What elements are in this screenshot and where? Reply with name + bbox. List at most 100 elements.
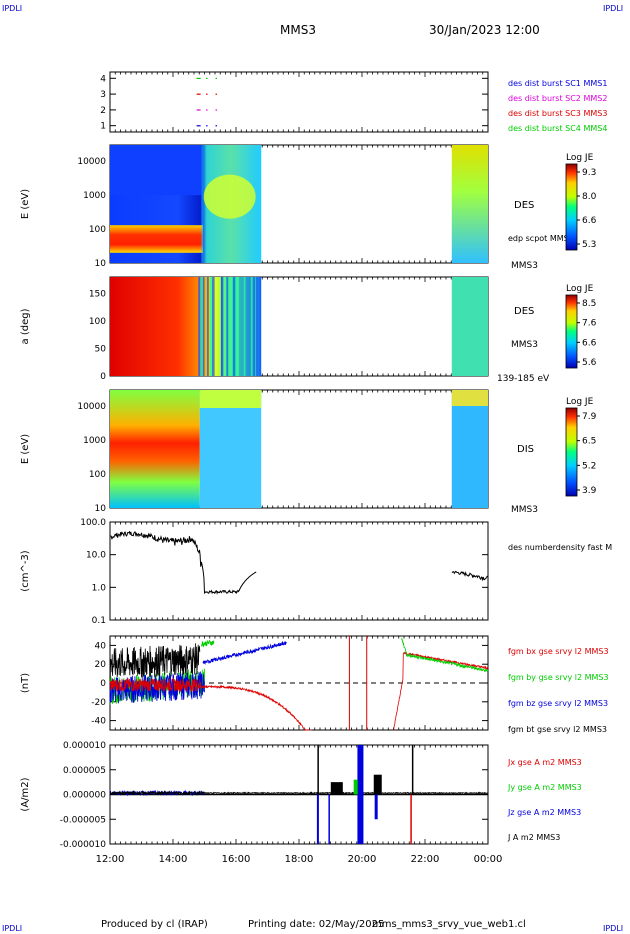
colorbar-tick-label: 5.3	[582, 240, 596, 250]
x-tick-label: 14:00	[159, 854, 188, 865]
des-pitch-stripe	[209, 277, 213, 376]
des-pitch-stripe	[200, 277, 203, 376]
des-pitch-stripe	[212, 277, 215, 376]
des-pitch-stripe	[256, 277, 259, 376]
y-tick-label: 100	[89, 225, 106, 235]
des-pitch-stripe	[202, 277, 205, 376]
bfield-legend-entry: fgm bx gse srvy l2 MMS3	[508, 647, 609, 656]
current-spike	[357, 794, 364, 844]
current-legend-entry: Jy gse A m2 MMS3	[507, 783, 582, 792]
burst-legend-entry: des dist burst SC1 MMS1	[508, 79, 607, 88]
des-pitch-stripe	[230, 277, 233, 376]
dis-energy-upper-band	[199, 390, 262, 408]
des-pitch-mms-label: MMS3	[511, 340, 538, 350]
des-pitch-stripe	[229, 277, 232, 376]
y-tick-label: 40	[95, 641, 107, 651]
y-tick-label: 0.000000	[63, 791, 106, 801]
colorbar-tick-label: 8.5	[582, 299, 596, 309]
bfield-bx-after	[201, 684, 312, 731]
des-pitch-stripe	[250, 277, 253, 376]
current-spike	[357, 745, 364, 795]
corner-tag-bottom-right: IPDLI	[603, 924, 624, 933]
y-tick-label: 100	[89, 317, 106, 327]
burst-mark	[215, 77, 218, 80]
des-scpot-label: edp scpot MMS3	[508, 234, 574, 243]
bfield-by-late	[401, 637, 489, 673]
des-pitch-stripe	[243, 277, 246, 376]
y-tick-label: -20	[91, 698, 106, 708]
colorbar-tick-label: 3.9	[582, 486, 597, 496]
colorbar-tick-label: 5.2	[582, 461, 596, 471]
bfield-by-after	[201, 639, 215, 648]
current-spike	[353, 779, 358, 795]
burst-mark	[196, 77, 201, 80]
bfield-legend-entry: fgm bt gse srvy l2 MMS3	[508, 725, 607, 734]
y-tick-label: 100	[89, 470, 106, 480]
dis-energy-late-upper	[451, 390, 488, 406]
colorbar-tick-label: 6.5	[582, 437, 596, 447]
y-tick-label: 1000	[83, 436, 106, 446]
corner-tag-top-right: IPDLI	[603, 4, 624, 13]
current-spike	[373, 774, 382, 795]
burst-legend-entry: des dist burst SC3 MMS3	[508, 109, 607, 118]
y-tick-label: -40	[91, 717, 106, 727]
current-legend-entry: Jz gse A m2 MMS3	[507, 808, 581, 817]
current-spike	[410, 794, 412, 844]
x-tick-label: 22:00	[411, 854, 440, 865]
y-tick-label: 0.000010	[63, 741, 106, 751]
des-energy-hot-band	[110, 225, 203, 253]
des-pitch-stripe	[221, 277, 224, 376]
y-axis-label: (nT)	[20, 673, 31, 693]
y-tick-label: 3	[100, 90, 106, 100]
footer-filename: mms_mms3_srvy_vue_web1.cl	[372, 919, 526, 930]
page-title: MMS3	[280, 23, 316, 37]
des-pitch-heat-region	[110, 277, 262, 376]
bfield-bx-line	[109, 677, 202, 693]
current-legend-entry: Jx gse A m2 MMS3	[507, 758, 582, 767]
current-spike	[411, 745, 414, 795]
current-spike	[374, 794, 378, 820]
des-energy-hot-spot	[203, 174, 256, 219]
x-tick-label: 16:00	[222, 854, 251, 865]
page-datetime: 30/Jan/2023 12:00	[429, 23, 540, 37]
bfield-bx-late	[393, 651, 489, 730]
burst-mark	[206, 93, 208, 95]
current-spike	[330, 782, 343, 795]
y-tick-label: 100.0	[80, 518, 106, 528]
colorbar-title: Log JE	[566, 284, 594, 294]
y-axis-label: E (eV)	[20, 434, 31, 464]
x-tick-label: 20:00	[348, 854, 377, 865]
y-tick-label: -0.000005	[60, 815, 106, 825]
des-energy-mms-label: MMS3	[511, 261, 538, 271]
current-spike	[328, 794, 330, 844]
bfield-bt-line	[109, 643, 201, 678]
colorbar-tick-label: 9.3	[582, 168, 596, 178]
density-legend-entry: des numberdensity fast M	[508, 543, 612, 552]
density-line	[109, 530, 257, 595]
y-tick-label: 4	[100, 74, 106, 84]
colorbar	[565, 407, 578, 497]
y-axis-label: a (deg)	[20, 308, 31, 344]
burst-mark	[206, 125, 208, 127]
des-pitch-late-region	[451, 277, 488, 376]
y-tick-label: 50	[95, 345, 107, 355]
des-pitch-stripe	[255, 277, 257, 376]
x-tick-label: 12:00	[96, 854, 125, 865]
corner-tag-bottom-left: IPDLI	[2, 924, 23, 933]
footer-produced: Produced by cl (IRAP)	[101, 919, 208, 930]
current-j-line	[109, 790, 205, 796]
des-energy-low-region	[110, 145, 202, 196]
y-tick-label: 10	[95, 504, 107, 514]
y-tick-label: 2	[100, 106, 106, 116]
y-tick-label: 0.000005	[63, 766, 106, 776]
panel-frame	[109, 521, 489, 621]
y-tick-label: 0	[100, 679, 106, 689]
des-energy-late-region	[451, 145, 488, 263]
bfield-bz-after	[202, 640, 287, 666]
dis-energy-mms-label: MMS3	[511, 505, 538, 515]
burst-mark	[196, 125, 201, 127]
bfield-legend-entry: fgm by gse srvy l2 MMS3	[508, 673, 609, 682]
colorbar	[565, 163, 578, 251]
